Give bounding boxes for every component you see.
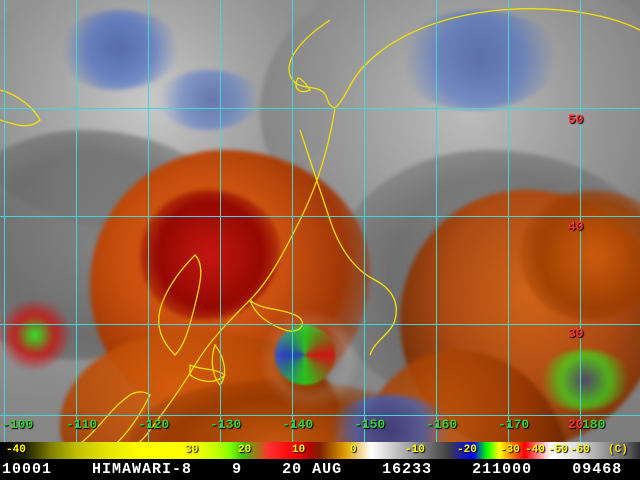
cb-tick-10: 10 [292,444,305,456]
seq-number: 10001 [2,461,52,478]
time-block: 211000 [472,461,532,478]
date-label: 20 AUG [282,461,342,478]
satellite-info-bar: 10001 HIMAWARI-8 9 20 AUG 16233 211000 0… [0,459,640,480]
lon-label-170: -170 [498,417,529,432]
lat-label-50: 50 [568,112,584,127]
day-number: 9 [232,461,242,478]
cb-tick-neg60: -60 [570,444,590,456]
year-code: 16233 [382,461,432,478]
lon-label-160: -160 [426,417,457,432]
lon-label-150: -150 [354,417,385,432]
lon-label-120: -120 [138,417,169,432]
lon-label-130: -130 [210,417,241,432]
lon-label-110: -110 [66,417,97,432]
lat-label-40: 40 [568,219,584,234]
lat-label-30: 30 [568,326,584,341]
coastline-outline [0,0,640,480]
code-one: 09468 [572,461,622,478]
satellite-image-viewer: 50 40 30 20 -100 -110 -120 -130 -140 -15… [0,0,640,480]
lon-label-100: -100 [2,417,33,432]
lon-label-140: -140 [282,417,313,432]
cb-tick-neg40: -40 [6,444,26,456]
cb-tick-neg10: -10 [405,444,425,456]
lon-label-180: 180 [582,417,605,432]
satellite-name: HIMAWARI-8 [92,461,192,478]
cb-tick-neg30: -30 [500,444,520,456]
